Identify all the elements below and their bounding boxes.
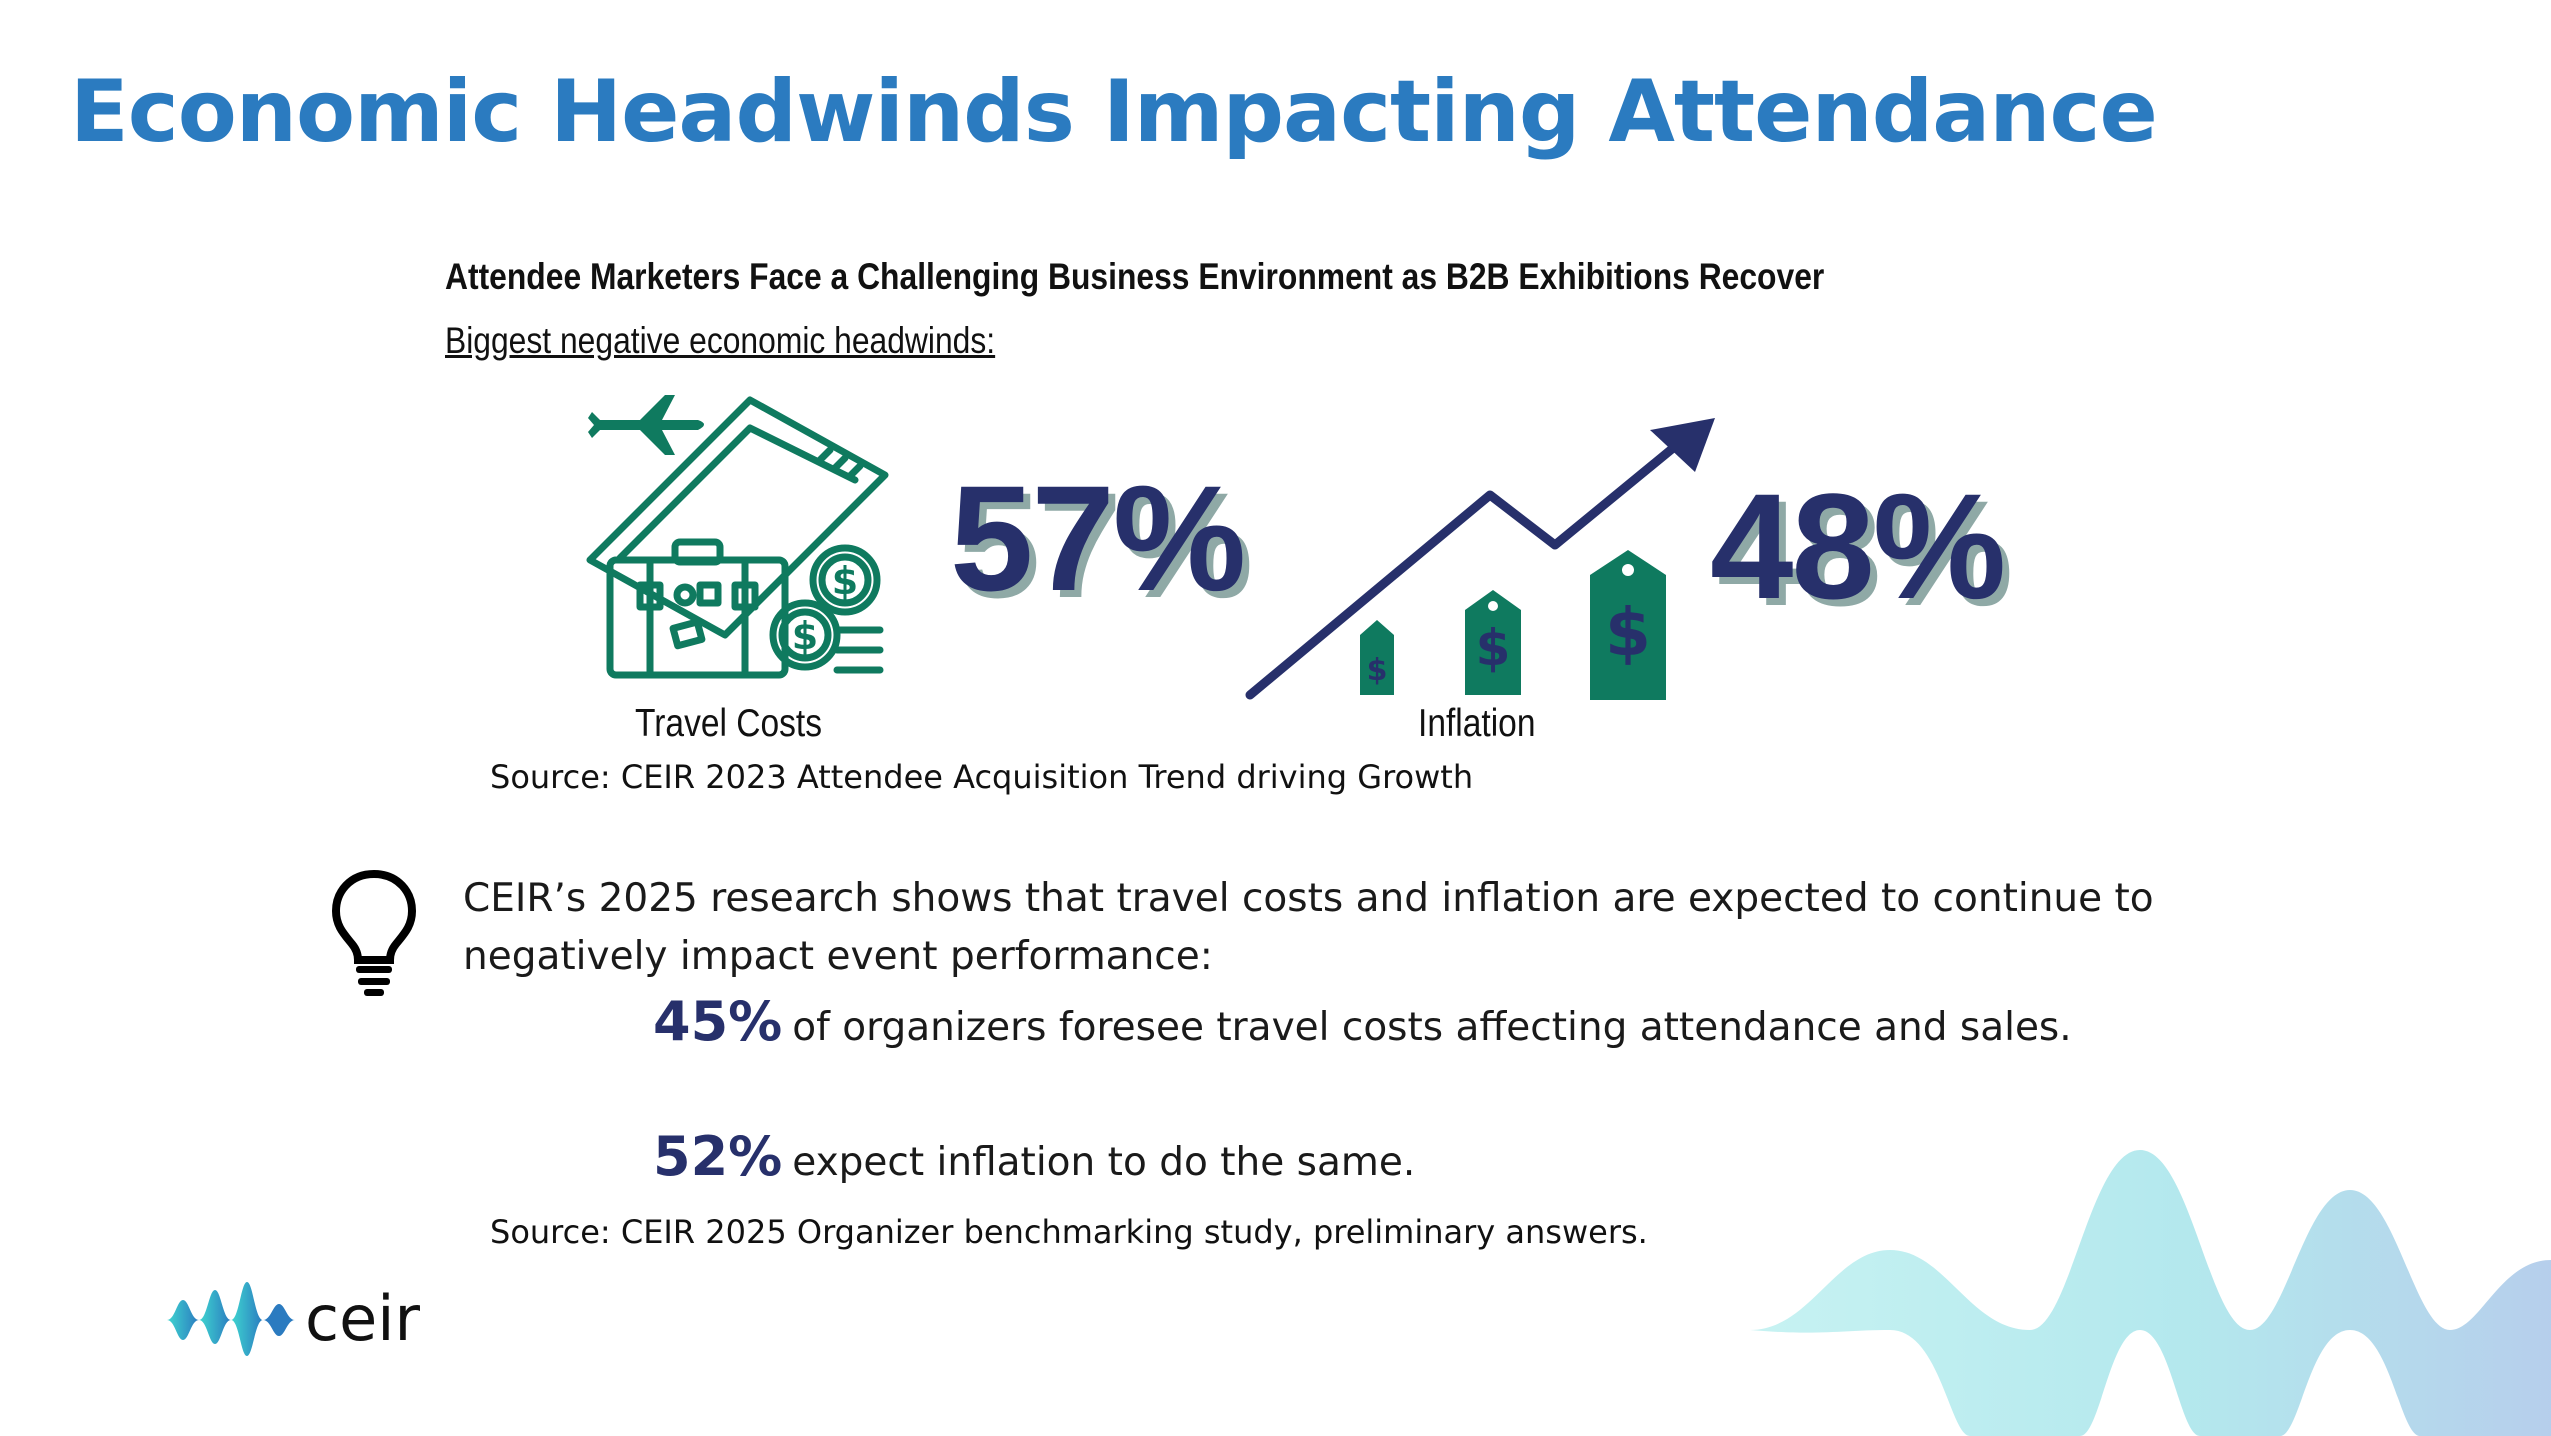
travel-suitcase-ticket-coins-icon: $ $ <box>586 395 889 679</box>
travel-costs-percent: 57% <box>950 454 1246 622</box>
decorative-wave-graphic <box>1750 1150 2551 1436</box>
organizers-travel-percent: 45% <box>653 990 783 1053</box>
research-text-line-1: CEIR’s 2025 research shows that travel c… <box>463 876 2154 921</box>
infographic-heading: Attendee Marketers Face a Challenging Bu… <box>445 256 1825 297</box>
travel-costs-label: Travel Costs <box>635 702 822 745</box>
source-note-2023: Source: CEIR 2023 Attendee Acquisition T… <box>490 758 1474 796</box>
inflation-percent: 48% <box>1710 462 2006 630</box>
slide-title: Economic Headwinds Impacting Attendance <box>70 62 2158 162</box>
source-note-2025: Source: CEIR 2025 Organizer benchmarking… <box>490 1213 1648 1251</box>
research-bullet: 45% of organizers foresee travel costs af… <box>653 990 2072 1053</box>
research-bullet-text: of organizers foresee travel costs affec… <box>792 1005 2072 1050</box>
svg-text:$: $ <box>1367 653 1388 688</box>
organizers-inflation-percent: 52% <box>653 1125 783 1188</box>
inflation-label: Inflation <box>1418 702 1536 745</box>
svg-text:$: $ <box>1476 619 1511 677</box>
svg-text:$: $ <box>1605 594 1651 671</box>
research-bullet: 52% expect inflation to do the same. <box>653 1125 1415 1188</box>
svg-text:$: $ <box>832 559 858 603</box>
research-bullet-text: expect inflation to do the same. <box>792 1140 1416 1185</box>
lightbulb-icon <box>331 869 417 996</box>
infographic-subheading: Biggest negative economic headwinds: <box>445 320 996 361</box>
ceir-logo: ceir <box>167 1282 420 1356</box>
ceir-logo-text: ceir <box>305 1282 420 1355</box>
ceir-waveform-logo-icon <box>167 1282 295 1356</box>
research-text-line-2: negatively impact event performance: <box>463 934 1213 979</box>
rising-arrow-price-tags-icon: $ $ $ <box>1245 418 1715 700</box>
svg-text:$: $ <box>792 614 818 658</box>
